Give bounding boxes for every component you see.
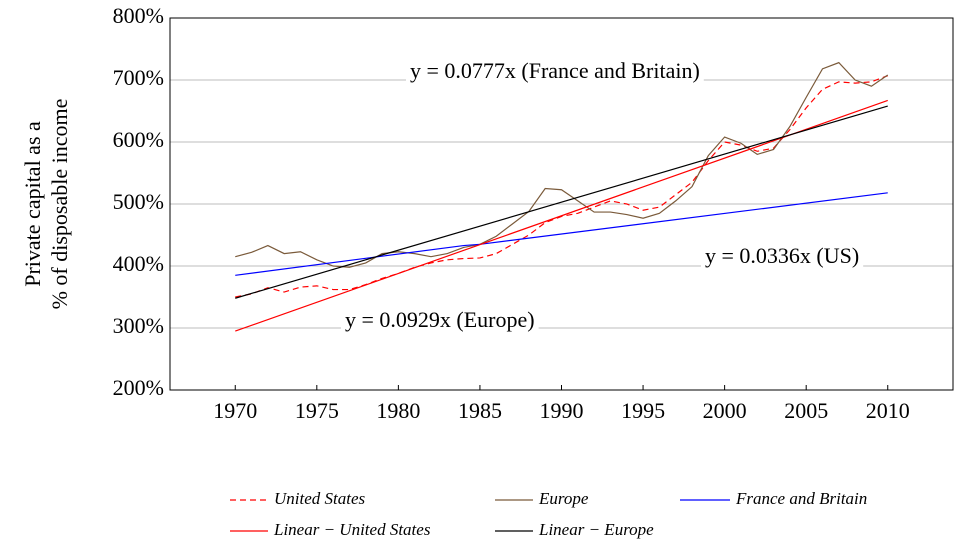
y-tick-label: 500%: [113, 189, 164, 214]
series-line: [235, 61, 889, 268]
legend-label: Europe: [538, 489, 589, 508]
y-tick-label: 300%: [113, 313, 164, 338]
annotation: y = 0.0929x (Europe): [345, 307, 535, 332]
y-tick-label: 800%: [113, 3, 164, 28]
x-tick-label: 1990: [540, 398, 584, 423]
series-line: [235, 192, 888, 276]
legend-label: Linear − Europe: [538, 520, 654, 539]
x-tick-label: 2000: [703, 398, 747, 423]
annotation-background: [341, 306, 539, 334]
y-tick-label: 700%: [113, 65, 164, 90]
x-tick-label: 2010: [866, 398, 910, 423]
x-tick-label: 1985: [458, 398, 502, 423]
y-tick-label: 200%: [113, 375, 164, 400]
annotation: y = 0.0336x (US): [705, 243, 859, 268]
y-tick-label: 600%: [113, 127, 164, 152]
y-axis-label: Private capital as a: [20, 121, 45, 287]
x-tick-label: 2005: [784, 398, 828, 423]
x-tick-label: 1980: [376, 398, 420, 423]
series-line: [235, 105, 888, 299]
series-line: [235, 99, 888, 332]
y-axis-label: % of disposable income: [47, 99, 72, 310]
annotation-background: [406, 57, 704, 85]
x-tick-label: 1995: [621, 398, 665, 423]
legend-label: France and Britain: [735, 489, 867, 508]
annotation-background: [701, 242, 864, 270]
legend-label: Linear − United States: [273, 520, 431, 539]
plot-frame: [169, 17, 954, 391]
x-tick-label: 1970: [213, 398, 257, 423]
y-tick-label: 400%: [113, 251, 164, 276]
x-tick-label: 1975: [295, 398, 339, 423]
annotation: y = 0.0777x (France and Britain): [410, 58, 700, 83]
legend-label: United States: [274, 489, 366, 508]
